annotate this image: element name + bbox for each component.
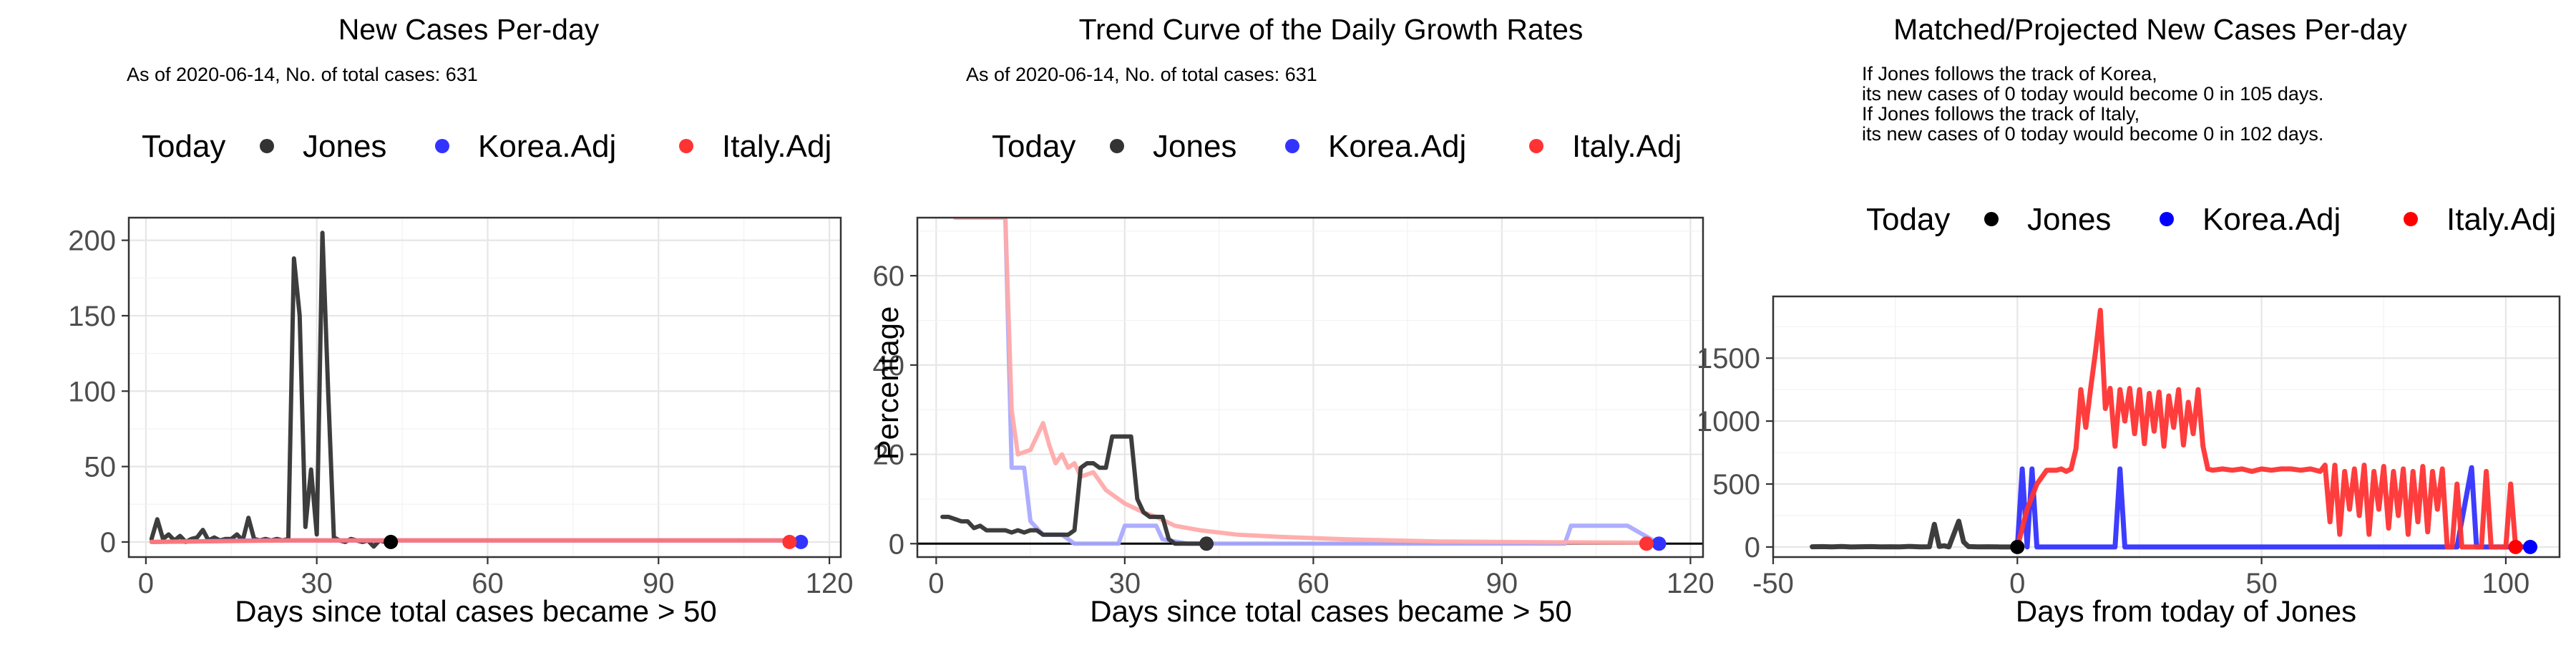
today-point-korea-adj [794,534,809,549]
panel-border [127,216,842,558]
x-tick-label: 100 [2482,568,2530,599]
legend-key-italy-adj [1529,139,1543,153]
legend-label: Italy.Adj [1572,129,1682,164]
chart-subtitle-line: its new cases of 0 today would become 0 … [1862,83,2323,105]
chart-subtitle-line: As of 2020-06-14, No. of total cases: 63… [127,64,478,85]
legend: Today Jones Korea.Adj Italy.Adj [1866,202,2556,237]
legend-key-korea-adj [435,139,449,153]
legend: Today Jones Korea.Adj Italy.Adj [992,129,1682,164]
series-layer [917,218,1703,551]
series-line-korea-adj [2014,465,2533,550]
x-tick-label: 30 [301,568,333,599]
y-tick-label: 500 [1712,469,1760,500]
y-tick-label: 1000 [1697,406,1760,437]
legend-key-korea-adj [1285,139,1299,153]
legend-label: Jones [303,129,386,164]
chart-title: Trend Curve of the Daily Growth Rates [1079,13,1584,46]
legend-key-jones [260,139,274,153]
x-tick-label: 60 [1297,568,1330,599]
y-tick-label: 200 [68,226,116,257]
series-layer [1810,307,2538,554]
today-point-italy-adj [2508,539,2523,554]
today-point-jones [2010,539,2025,554]
today-point-korea-adj [1652,536,1667,551]
legend-title: Today [142,129,225,164]
legend-key-italy-adj [679,139,693,153]
today-point-jones [1199,536,1214,551]
chart-subtitle-line: As of 2020-06-14, No. of total cases: 63… [966,64,1317,85]
series-layer [149,231,809,549]
series-line-italy-adj [952,218,1649,545]
y-tick-label: 20 [873,440,905,471]
legend-label: Jones [1153,129,1236,164]
x-tick-label: 0 [138,568,154,599]
x-tick-label: 120 [1667,568,1714,599]
y-tick-label: 40 [873,350,905,382]
legend-label: Korea.Adj [2202,202,2341,237]
today-point-korea-adj [2523,539,2538,554]
legend-key-korea-adj [2160,212,2174,226]
plot-panel [917,218,1703,557]
y-tick-label: 0 [889,528,904,560]
y-tick-label: 1500 [1697,343,1760,374]
x-tick-label: 0 [928,568,944,599]
panel-border [916,216,1704,558]
y-tick-label: 60 [873,261,905,292]
legend-label: Korea.Adj [478,129,616,164]
legend-title: Today [1866,202,1950,237]
x-axis-label: Days from today of Jones [2016,594,2356,628]
legend-label: Italy.Adj [722,129,831,164]
y-axis-label: Percentage [871,306,904,460]
series-line-jones [1810,518,2020,550]
series-line-italy-adj [2014,307,2519,550]
x-tick-label: 90 [643,568,675,599]
chart-subtitle-line: If Jones follows the track of Korea, [1862,63,2157,84]
today-point-italy-adj [782,534,797,549]
chart-subtitle-line: its new cases of 0 today would become 0 … [1862,123,2323,145]
y-tick-label: 0 [100,527,116,558]
y-tick-label: 150 [68,301,116,332]
x-axis-label: Days since total cases became > 50 [1090,594,1572,628]
y-tick-label: 100 [68,376,116,407]
y-tick-label: 50 [84,452,117,483]
legend-label: Korea.Adj [1328,129,1466,164]
x-tick-label: 50 [2245,568,2278,599]
x-tick-label: 30 [1109,568,1141,599]
legend-label: Italy.Adj [2446,202,2556,237]
panel-border [1772,295,2561,558]
plot-panel [129,218,841,557]
series-line-italy-adj [149,538,792,544]
today-point-jones [384,534,399,549]
chart-title: Matched/Projected New Cases Per-day [1893,13,2407,46]
chart-title: New Cases Per-day [338,13,600,46]
x-tick-label: 0 [2009,568,2025,599]
chart-3: Matched/Projected New Cases Per-day If Jo… [1697,13,2561,628]
legend: Today Jones Korea.Adj Italy.Adj [142,129,831,164]
today-point-italy-adj [1639,536,1654,551]
legend-key-italy-adj [2404,212,2418,226]
x-tick-label: 120 [806,568,854,599]
x-tick-label: 60 [472,568,504,599]
chart-2: Trend Curve of the Daily Growth Rates As … [871,13,1714,628]
legend-title: Today [992,129,1075,164]
legend-key-jones [1110,139,1124,153]
y-tick-label: 0 [1745,532,1760,564]
x-tick-label: -50 [1752,568,1794,599]
chart-subtitle-line: If Jones follows the track of Italy, [1862,103,2140,125]
legend-label: Jones [2027,202,2111,237]
x-axis-label: Days since total cases became > 50 [235,594,717,628]
series-line-jones [940,434,1209,546]
x-tick-label: 90 [1486,568,1518,599]
chart-1: New Cases Per-day As of 2020-06-14, No. o… [68,13,853,628]
legend-key-jones [1984,212,1999,226]
